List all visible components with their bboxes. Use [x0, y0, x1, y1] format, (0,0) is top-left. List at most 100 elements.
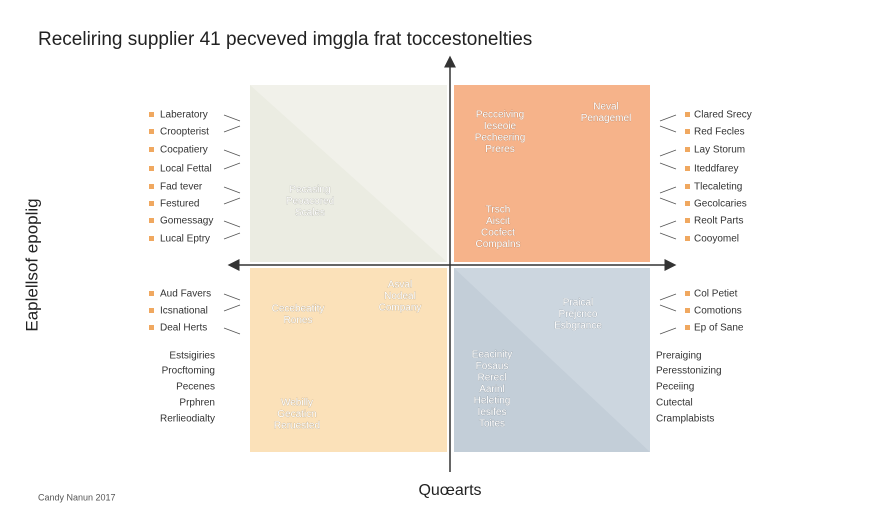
list-item: Clared Srecy: [694, 110, 752, 121]
connector: [223, 293, 241, 301]
connector: [223, 220, 241, 228]
connector: [223, 327, 241, 335]
quadrant-shade: [250, 85, 447, 262]
connector: [659, 293, 677, 301]
list-item: Cutectal: [656, 398, 693, 409]
marker: [685, 147, 690, 152]
list-item: Gecolcaries: [694, 199, 747, 210]
quadrant-label: Aarinl: [479, 384, 505, 395]
quadrant-label: Eeacinity: [472, 350, 513, 361]
list-item: Red Fecles: [694, 127, 745, 138]
list-item: Tlecaleting: [694, 182, 742, 193]
quadrant-label: Neval: [593, 102, 619, 113]
x-axis-label: Quœarts: [418, 482, 481, 499]
marker: [685, 308, 690, 313]
connector: [223, 125, 241, 133]
list-item: Cocpatiery: [160, 145, 208, 156]
marker: [685, 218, 690, 223]
quadrant-label: Peoacored: [286, 196, 334, 207]
connector: [223, 197, 241, 205]
list-item: Col Petiet: [694, 289, 738, 300]
marker: [685, 184, 690, 189]
connector: [223, 232, 241, 240]
quadrant-label: Aiscit: [486, 216, 510, 227]
connector: [223, 304, 241, 312]
marker: [149, 184, 154, 189]
quadrant-label: Cecebeatity: [272, 304, 325, 315]
marker: [685, 325, 690, 330]
marker: [149, 291, 154, 296]
quadrant-label: Reruested: [274, 421, 320, 432]
quadrant-label: Heleting: [474, 396, 511, 407]
list-item: Preraiging: [656, 351, 702, 362]
connector: [659, 304, 677, 312]
quadrant-shade: [454, 268, 650, 452]
quadrant-label: Iesifes: [478, 407, 507, 418]
list-item: Iteddfarey: [694, 164, 738, 175]
list-item: Fad tever: [160, 182, 203, 193]
marker: [149, 166, 154, 171]
marker: [149, 147, 154, 152]
list-item: Reolt Parts: [694, 216, 743, 227]
list-item: Local Fettal: [160, 164, 212, 175]
connector: [659, 149, 677, 157]
quadrant-label: Penagemel: [581, 113, 632, 124]
marker: [149, 129, 154, 134]
connector: [659, 220, 677, 228]
marker: [149, 308, 154, 313]
quadrant-label: Preres: [485, 144, 514, 155]
list-item: Cooyomel: [694, 234, 739, 245]
marker: [685, 201, 690, 206]
connector: [659, 114, 677, 122]
list-item: Prphren: [179, 398, 215, 409]
quadrant-label: Pecasing: [289, 185, 330, 196]
marker: [149, 236, 154, 241]
quadrant-label: Prejcnco: [559, 309, 598, 320]
marker: [685, 291, 690, 296]
quadrant-label: Rones: [284, 315, 313, 326]
quadrant-label: Cocfect: [481, 228, 515, 239]
quadrant-label: Pecceiving: [476, 110, 524, 121]
marker: [149, 201, 154, 206]
quadrant-label: Esbgrance: [554, 321, 602, 332]
connector: [659, 162, 677, 170]
quadrant-label: Ieseoie: [484, 121, 517, 132]
marker: [149, 218, 154, 223]
quadrant-label: Nodeal: [384, 291, 416, 302]
quadrant-label: Trsch: [486, 205, 511, 216]
connector: [659, 197, 677, 205]
quadrant-label: Praical: [563, 298, 594, 309]
list-item: Laberatory: [160, 110, 208, 121]
marker: [685, 236, 690, 241]
list-item: Pecenes: [176, 382, 215, 393]
connector: [659, 327, 677, 335]
list-item: Lay Storum: [694, 145, 745, 156]
quadrant-label: Company: [379, 303, 422, 314]
connector: [659, 232, 677, 240]
marker: [149, 112, 154, 117]
list-item: Peceiing: [656, 382, 694, 393]
list-item: Croopterist: [160, 127, 209, 138]
list-item: Peresstonizing: [656, 366, 722, 377]
list-item: Comotions: [694, 306, 742, 317]
list-item: Estsigiries: [169, 351, 215, 362]
marker: [685, 129, 690, 134]
title: Receliring supplier 41 pecveved imggla f…: [38, 29, 532, 50]
marker: [149, 325, 154, 330]
list-item: Ep of Sane: [694, 323, 744, 334]
quadrant-label: Pecheering: [475, 133, 526, 144]
connector: [223, 162, 241, 170]
marker: [685, 166, 690, 171]
quadrant-label: Scales: [295, 208, 325, 219]
quadrant-label: Compalns: [475, 239, 520, 250]
quadrant-label: Asval: [388, 280, 412, 291]
list-item: Gomessagy: [160, 216, 213, 227]
marker: [685, 112, 690, 117]
list-item: Festured: [160, 199, 199, 210]
connector: [223, 149, 241, 157]
quadrant-bg: [250, 268, 447, 452]
list-item: Cramplabists: [656, 414, 714, 425]
quadrant-bg: [454, 85, 650, 262]
list-item: Icsnational: [160, 306, 208, 317]
